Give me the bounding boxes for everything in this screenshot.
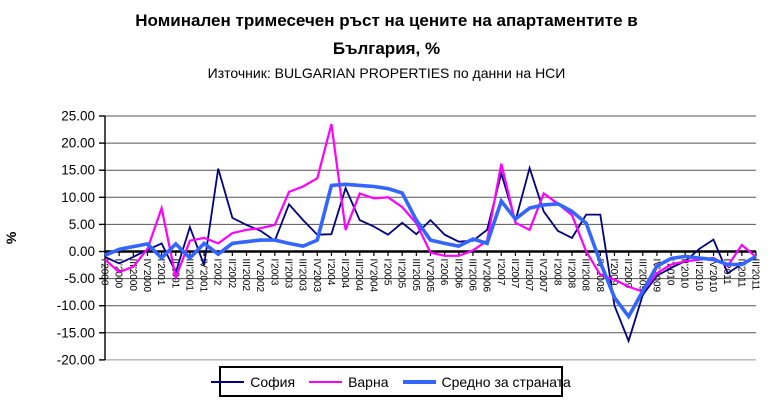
x-tick-label: I'2008: [551, 259, 562, 286]
x-tick-label: III'2001: [183, 259, 194, 292]
legend-item-varna: Варна: [309, 373, 389, 390]
x-tick-label: II'2007: [509, 259, 520, 289]
y-tick-label: 25.00: [61, 109, 95, 124]
x-tick-label: III'2000: [127, 259, 138, 292]
legend: София Варна Средно за страната: [211, 366, 571, 397]
y-axis-label: %: [3, 231, 19, 244]
y-tick-label: -15.00: [57, 325, 95, 340]
y-tick-label: 20.00: [61, 136, 95, 151]
y-tick-label: 0.00: [69, 244, 95, 259]
x-tick-label: II'2006: [452, 259, 463, 289]
x-tick-label: IV'2006: [481, 259, 492, 293]
x-tick-label: III'2007: [523, 259, 534, 292]
line-swatch-sofia: [211, 380, 245, 383]
series-line-sredno: [104, 182, 757, 320]
x-tick-label: II'2008: [566, 259, 577, 289]
x-tick-label: III'2008: [580, 259, 591, 292]
x-tick-label: IV'2002: [254, 259, 265, 293]
y-tick-label: 10.00: [61, 190, 95, 205]
chart-title-line1: Номинален тримесечен ръст на цените на а…: [135, 11, 638, 30]
x-tick-label: III'2002: [240, 259, 251, 292]
chart-header: Номинален тримесечен ръст на цените на а…: [0, 6, 773, 84]
x-tick-label: II'2004: [339, 259, 350, 289]
x-tick-label: II'2003: [282, 259, 293, 289]
x-tick-label: II'2005: [396, 259, 407, 289]
x-tick-label: IV'2003: [311, 259, 322, 293]
y-tick-label: 5.00: [69, 217, 95, 232]
y-tick-label: -20.00: [57, 352, 95, 367]
chart-subtitle: Източник: BULGARIAN PROPERTIES по данни …: [207, 65, 566, 81]
x-tick-label: IV'2005: [424, 259, 435, 293]
x-tick-label: IV'2001: [198, 259, 209, 293]
y-tick-label: -5.00: [64, 271, 95, 286]
x-tick-label: II'2010: [679, 259, 690, 289]
x-tick-label: III'2003: [297, 259, 308, 292]
x-tick-label: IV'2007: [537, 259, 548, 293]
y-tick-label: -10.00: [57, 298, 95, 313]
legend-label-sofia: София: [250, 373, 296, 390]
x-tick-label: I'2006: [438, 259, 449, 286]
x-tick-label: I'2004: [325, 259, 336, 286]
x-tick-label: IV'2008: [594, 259, 605, 293]
line-swatch-varna: [309, 380, 343, 383]
x-tick-label: III'2005: [410, 259, 421, 292]
x-tick-label: I'2007: [495, 259, 506, 286]
x-tick-label: I'2003: [268, 259, 279, 286]
x-tick-label: I'2001: [155, 259, 166, 286]
x-tick-label: II'2000: [113, 259, 124, 289]
line-swatch-sredno: [402, 379, 436, 384]
x-tick-label: III'2010: [693, 259, 704, 292]
chart-title-line2: България, %: [332, 39, 441, 58]
x-tick-label: I'2002: [212, 259, 223, 286]
x-tick-label: I'2000: [99, 259, 110, 286]
x-tick-label: IV'2004: [367, 259, 378, 293]
legend-item-sredno: Средно за страната: [402, 373, 571, 390]
x-tick-label: I'2010: [665, 259, 676, 286]
x-tick-label: II'2011: [735, 259, 746, 288]
x-tick-label: IV'2010: [707, 259, 718, 293]
x-tick-label: I'2005: [382, 259, 393, 286]
y-tick-label: 15.00: [61, 163, 95, 178]
x-tick-label: II'2009: [622, 259, 633, 289]
series-line-sofia: [104, 164, 757, 344]
legend-label-varna: Варна: [348, 373, 389, 390]
legend-item-sofia: София: [211, 374, 295, 390]
x-tick-label: III'2011: [750, 259, 761, 291]
x-tick-label: III'2004: [353, 259, 364, 292]
x-tick-label: III'2009: [636, 259, 647, 292]
x-tick-label: II'2002: [226, 259, 237, 289]
legend-label-sredno: Средно за страната: [441, 373, 571, 390]
x-tick-label: I'2009: [608, 259, 619, 286]
x-tick-label: IV'2000: [141, 259, 152, 293]
x-tick-label: III'2006: [466, 259, 477, 292]
